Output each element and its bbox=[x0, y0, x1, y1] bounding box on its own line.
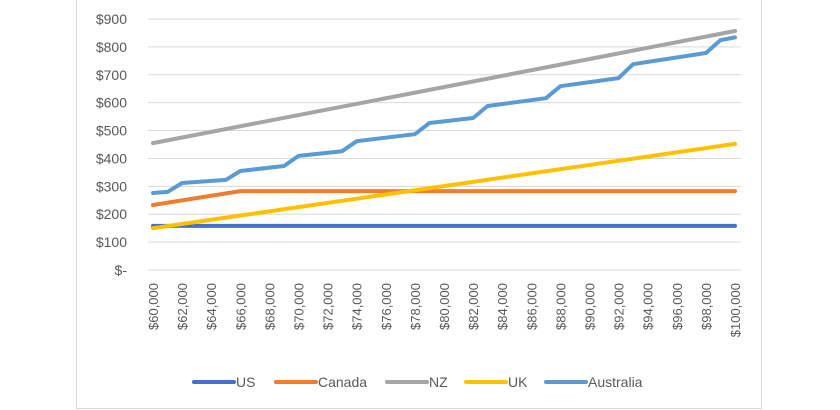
x-tick-label: $78,000 bbox=[408, 283, 423, 330]
x-tick-label: $98,000 bbox=[699, 283, 714, 330]
legend-item-uk[interactable]: UK bbox=[464, 374, 528, 390]
y-axis-ticks: $- $100 $200 $300 $400 $500 $600 $700 $800 $900 bbox=[96, 11, 127, 278]
x-tick-label: $94,000 bbox=[641, 283, 656, 330]
x-tick-label: $92,000 bbox=[612, 283, 627, 330]
legend-item-us[interactable]: US bbox=[192, 374, 255, 390]
legend-label: Canada bbox=[318, 374, 367, 390]
legend-label: NZ bbox=[429, 374, 448, 390]
series-line-uk bbox=[151, 141, 737, 231]
x-tick-label: $64,000 bbox=[204, 283, 219, 330]
legend-label: US bbox=[236, 374, 255, 390]
x-tick-label: $88,000 bbox=[553, 283, 568, 330]
chart-area bbox=[76, 0, 762, 409]
x-tick-label: $76,000 bbox=[379, 283, 394, 330]
x-tick-label: $82,000 bbox=[466, 283, 481, 330]
x-tick-label: $86,000 bbox=[524, 283, 539, 330]
legend-label: UK bbox=[508, 374, 528, 390]
legend-item-nz[interactable]: NZ bbox=[385, 374, 448, 390]
series-line-canada bbox=[151, 189, 737, 207]
x-tick-label: $70,000 bbox=[292, 283, 307, 330]
x-tick-label: $62,000 bbox=[175, 283, 190, 330]
series-lines bbox=[151, 29, 737, 231]
y-tick-label: $700 bbox=[96, 67, 127, 83]
y-tick-label: $900 bbox=[96, 11, 127, 27]
legend-label: Australia bbox=[588, 374, 643, 390]
series-line-australia bbox=[151, 35, 737, 195]
y-tick-label: $800 bbox=[96, 39, 127, 55]
x-tick-label: $66,000 bbox=[233, 283, 248, 330]
legend-item-australia[interactable]: Australia bbox=[544, 374, 643, 390]
y-tick-label: $300 bbox=[96, 178, 127, 194]
y-tick-label: $- bbox=[115, 262, 128, 278]
x-tick-label: $100,000 bbox=[728, 283, 743, 337]
y-tick-label: $200 bbox=[96, 206, 127, 222]
x-tick-label: $72,000 bbox=[321, 283, 336, 330]
x-tick-label: $90,000 bbox=[583, 283, 598, 330]
legend: US Canada NZ UK Australia bbox=[192, 374, 643, 390]
y-tick-label: $600 bbox=[96, 95, 127, 111]
x-tick-label: $74,000 bbox=[350, 283, 365, 330]
x-tick-label: $84,000 bbox=[495, 283, 510, 330]
x-axis-ticks: $60,000 $62,000 $64,000 $66,000 $68,000 $70,0… bbox=[146, 283, 743, 337]
x-tick-label: $68,000 bbox=[262, 283, 277, 330]
series-line-nz bbox=[151, 29, 737, 146]
x-tick-label: $60,000 bbox=[146, 283, 161, 330]
legend-item-canada[interactable]: Canada bbox=[274, 374, 367, 390]
gridlines bbox=[148, 18, 741, 271]
x-tick-label: $96,000 bbox=[670, 283, 685, 330]
x-tick-label: $80,000 bbox=[437, 283, 452, 330]
y-tick-label: $100 bbox=[96, 234, 127, 250]
y-tick-label: $500 bbox=[96, 123, 127, 139]
y-tick-label: $400 bbox=[96, 150, 127, 166]
